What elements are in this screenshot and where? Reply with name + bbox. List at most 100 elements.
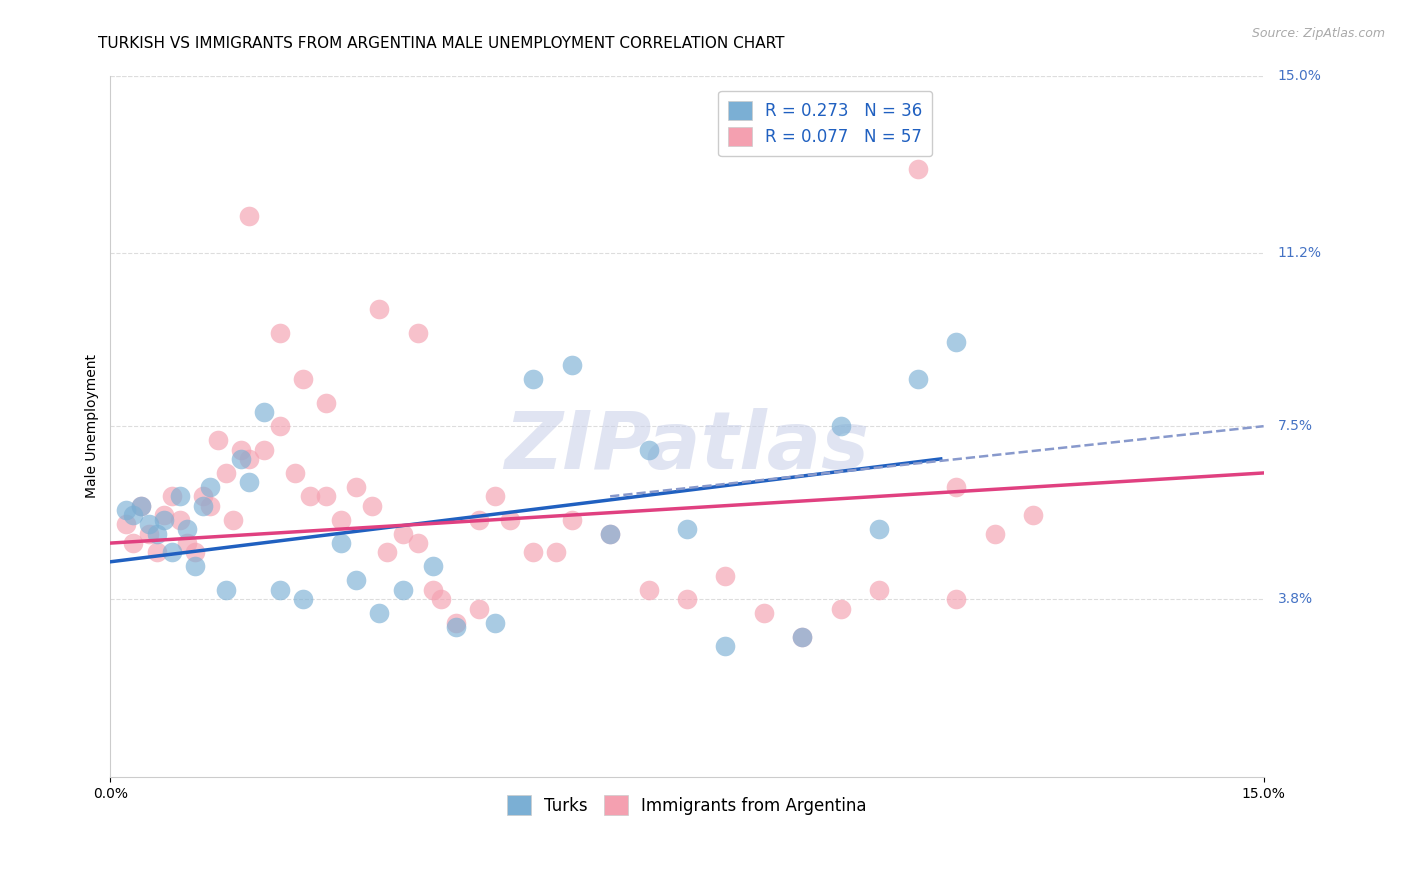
Point bbox=[138, 517, 160, 532]
Point bbox=[868, 522, 890, 536]
Point bbox=[176, 536, 198, 550]
Point bbox=[391, 526, 413, 541]
Point bbox=[868, 582, 890, 597]
Point bbox=[499, 513, 522, 527]
Point bbox=[114, 517, 136, 532]
Point bbox=[291, 372, 314, 386]
Point bbox=[368, 606, 391, 620]
Point bbox=[269, 326, 291, 340]
Point bbox=[406, 326, 429, 340]
Point bbox=[714, 569, 737, 583]
Point bbox=[561, 513, 583, 527]
Point bbox=[468, 513, 491, 527]
Point bbox=[676, 522, 699, 536]
Point bbox=[269, 419, 291, 434]
Point bbox=[299, 489, 322, 503]
Point bbox=[145, 545, 167, 559]
Point bbox=[945, 334, 967, 349]
Point bbox=[229, 451, 252, 466]
Point bbox=[191, 489, 214, 503]
Point bbox=[983, 526, 1005, 541]
Point bbox=[184, 545, 207, 559]
Point bbox=[114, 503, 136, 517]
Point bbox=[792, 630, 814, 644]
Point bbox=[229, 442, 252, 457]
Text: 11.2%: 11.2% bbox=[1278, 246, 1322, 260]
Point bbox=[122, 508, 145, 522]
Point bbox=[391, 582, 413, 597]
Point bbox=[200, 499, 222, 513]
Point bbox=[176, 522, 198, 536]
Point bbox=[360, 499, 382, 513]
Y-axis label: Male Unemployment: Male Unemployment bbox=[86, 354, 100, 499]
Point bbox=[599, 526, 621, 541]
Point bbox=[945, 480, 967, 494]
Point bbox=[138, 526, 160, 541]
Point bbox=[129, 499, 152, 513]
Text: ZIPatlas: ZIPatlas bbox=[505, 409, 869, 486]
Point bbox=[160, 545, 183, 559]
Point bbox=[792, 630, 814, 644]
Point bbox=[122, 536, 145, 550]
Point bbox=[375, 545, 398, 559]
Point bbox=[129, 499, 152, 513]
Point bbox=[676, 592, 699, 607]
Point bbox=[315, 396, 337, 410]
Point bbox=[368, 302, 391, 317]
Point bbox=[169, 513, 191, 527]
Point bbox=[430, 592, 453, 607]
Point bbox=[238, 451, 260, 466]
Point bbox=[714, 639, 737, 653]
Point bbox=[599, 526, 621, 541]
Point bbox=[200, 480, 222, 494]
Point bbox=[330, 536, 353, 550]
Point bbox=[191, 499, 214, 513]
Text: 15.0%: 15.0% bbox=[1278, 69, 1322, 83]
Point bbox=[830, 601, 852, 615]
Point bbox=[284, 466, 307, 480]
Point bbox=[422, 559, 444, 574]
Point bbox=[330, 513, 353, 527]
Point bbox=[561, 359, 583, 373]
Point bbox=[446, 615, 468, 630]
Point bbox=[446, 620, 468, 634]
Point bbox=[546, 545, 568, 559]
Point bbox=[346, 480, 368, 494]
Point bbox=[752, 606, 775, 620]
Point bbox=[145, 526, 167, 541]
Point bbox=[907, 372, 929, 386]
Point bbox=[422, 582, 444, 597]
Point bbox=[238, 475, 260, 490]
Point bbox=[484, 615, 506, 630]
Point bbox=[215, 466, 238, 480]
Point bbox=[207, 434, 229, 448]
Point bbox=[830, 419, 852, 434]
Point bbox=[169, 489, 191, 503]
Point bbox=[160, 489, 183, 503]
Point bbox=[346, 574, 368, 588]
Point bbox=[315, 489, 337, 503]
Point bbox=[215, 582, 238, 597]
Point bbox=[468, 601, 491, 615]
Point bbox=[253, 442, 276, 457]
Point bbox=[945, 592, 967, 607]
Legend: Turks, Immigrants from Argentina: Turks, Immigrants from Argentina bbox=[498, 785, 876, 824]
Point bbox=[153, 513, 176, 527]
Text: TURKISH VS IMMIGRANTS FROM ARGENTINA MALE UNEMPLOYMENT CORRELATION CHART: TURKISH VS IMMIGRANTS FROM ARGENTINA MAL… bbox=[98, 36, 785, 51]
Point bbox=[153, 508, 176, 522]
Text: 3.8%: 3.8% bbox=[1278, 592, 1313, 607]
Text: Source: ZipAtlas.com: Source: ZipAtlas.com bbox=[1251, 27, 1385, 40]
Point bbox=[184, 559, 207, 574]
Point bbox=[637, 582, 659, 597]
Point bbox=[238, 209, 260, 223]
Point bbox=[222, 513, 245, 527]
Text: 7.5%: 7.5% bbox=[1278, 419, 1312, 434]
Point bbox=[522, 545, 544, 559]
Point bbox=[406, 536, 429, 550]
Point bbox=[1022, 508, 1045, 522]
Point bbox=[522, 372, 544, 386]
Point bbox=[484, 489, 506, 503]
Point bbox=[907, 161, 929, 176]
Point bbox=[291, 592, 314, 607]
Point bbox=[269, 582, 291, 597]
